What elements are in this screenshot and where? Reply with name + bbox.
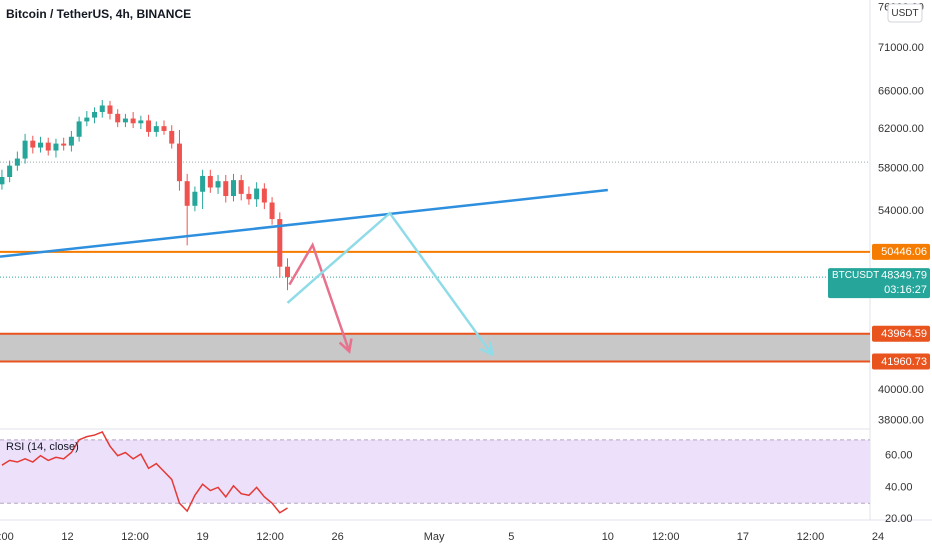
x-tick-label: 17 xyxy=(737,531,749,543)
candle-body xyxy=(169,130,175,144)
drawing-line xyxy=(288,241,351,352)
candle-body xyxy=(38,142,44,148)
x-tick-label: May xyxy=(424,531,445,543)
y-tick-label: 40000.00 xyxy=(878,384,924,396)
x-tick-label: 12:00 xyxy=(256,531,284,543)
x-tick-label: 10 xyxy=(602,531,614,543)
x-tick-label: 5 xyxy=(508,531,514,543)
rsi-tick-label: 20.00 xyxy=(885,513,913,525)
x-tick-label: 12:00 xyxy=(797,531,825,543)
candle-body xyxy=(277,219,283,267)
candle-body xyxy=(246,193,252,200)
x-tick-label: 26 xyxy=(332,531,344,543)
arrow-head xyxy=(338,338,353,354)
candle-body xyxy=(115,113,121,123)
candle-body xyxy=(230,180,236,197)
candle-body xyxy=(68,136,74,146)
candle-body xyxy=(138,120,144,124)
candle-body xyxy=(146,120,152,132)
candle-body xyxy=(0,177,5,185)
level-badge xyxy=(872,325,930,342)
currency-button[interactable] xyxy=(887,3,923,23)
countdown-label: 03:16:27 xyxy=(884,284,927,296)
level-badge-label: 41960.73 xyxy=(881,356,927,368)
rsi-title: RSI (14, close) xyxy=(6,441,79,453)
candle-body xyxy=(130,118,136,124)
y-tick-label: 58000.00 xyxy=(878,163,924,175)
level-badge-label: 50446.06 xyxy=(881,246,927,258)
candle-body xyxy=(238,180,244,194)
rsi-tick-label: 40.00 xyxy=(885,481,913,493)
candle-body xyxy=(92,111,98,118)
currency-button-label[interactable]: USDT xyxy=(891,8,918,19)
level-badge xyxy=(872,353,930,370)
drawing-line xyxy=(286,211,494,356)
drawing-line xyxy=(0,188,608,258)
y-tick-label: 38000.00 xyxy=(878,414,924,426)
price-badges: 50446.06 43964.59 41960.73 BTCUSDT 48349.79 0… xyxy=(828,243,930,370)
candle-body xyxy=(153,126,159,132)
x-tick-label: 12:00 xyxy=(652,531,680,543)
y-tick-label: 66000.00 xyxy=(878,86,924,98)
level-badge-label: 43964.59 xyxy=(881,328,927,340)
candle-body xyxy=(285,266,291,278)
last-price-badge xyxy=(828,268,930,299)
arrow-head xyxy=(479,341,494,357)
rsi-pane xyxy=(0,430,870,514)
candle-body xyxy=(99,105,105,112)
candle-body xyxy=(184,181,190,206)
candle-body xyxy=(207,175,213,188)
rsi-band xyxy=(0,439,870,504)
candle-body xyxy=(200,175,206,192)
x-tick-label: 24 xyxy=(872,531,884,543)
price-pane xyxy=(0,99,870,363)
x-tick-label: 12:00 xyxy=(121,531,149,543)
candle-body xyxy=(269,202,275,220)
candle-body xyxy=(215,181,221,188)
rsi-tick-label: 60.00 xyxy=(885,450,913,462)
rsi-line xyxy=(1,430,288,514)
candle-body xyxy=(14,158,20,166)
y-tick-label: 54000.00 xyxy=(878,205,924,217)
symbol-label: BTCUSDT xyxy=(832,270,879,281)
candle-body xyxy=(254,188,260,200)
level-badge xyxy=(872,243,930,260)
x-tick-label: 19 xyxy=(196,531,208,543)
candle-body xyxy=(45,142,51,151)
y-tick-label: 62000.00 xyxy=(878,123,924,135)
y-tick-label: 71000.00 xyxy=(878,42,924,54)
candle-body xyxy=(22,140,28,159)
candle-body xyxy=(261,188,267,203)
candle-body xyxy=(84,117,90,122)
candle-body xyxy=(192,191,198,206)
candle-body xyxy=(161,126,167,131)
x-tick-label: 12:00 xyxy=(0,531,14,543)
candle-body xyxy=(107,105,113,114)
candle-body xyxy=(223,181,229,197)
candle-body xyxy=(61,143,67,146)
chart-title: Bitcoin / TetherUS, 4h, BINANCE xyxy=(6,7,191,21)
last-price-label: 48349.79 xyxy=(881,269,927,281)
x-tick-label: 12 xyxy=(61,531,73,543)
candle-body xyxy=(122,118,128,123)
zone xyxy=(0,333,870,362)
candle-body xyxy=(53,143,59,151)
candle-body xyxy=(76,121,82,137)
candle-body xyxy=(176,143,182,182)
candle-body xyxy=(30,140,36,148)
candle-body xyxy=(7,165,13,178)
